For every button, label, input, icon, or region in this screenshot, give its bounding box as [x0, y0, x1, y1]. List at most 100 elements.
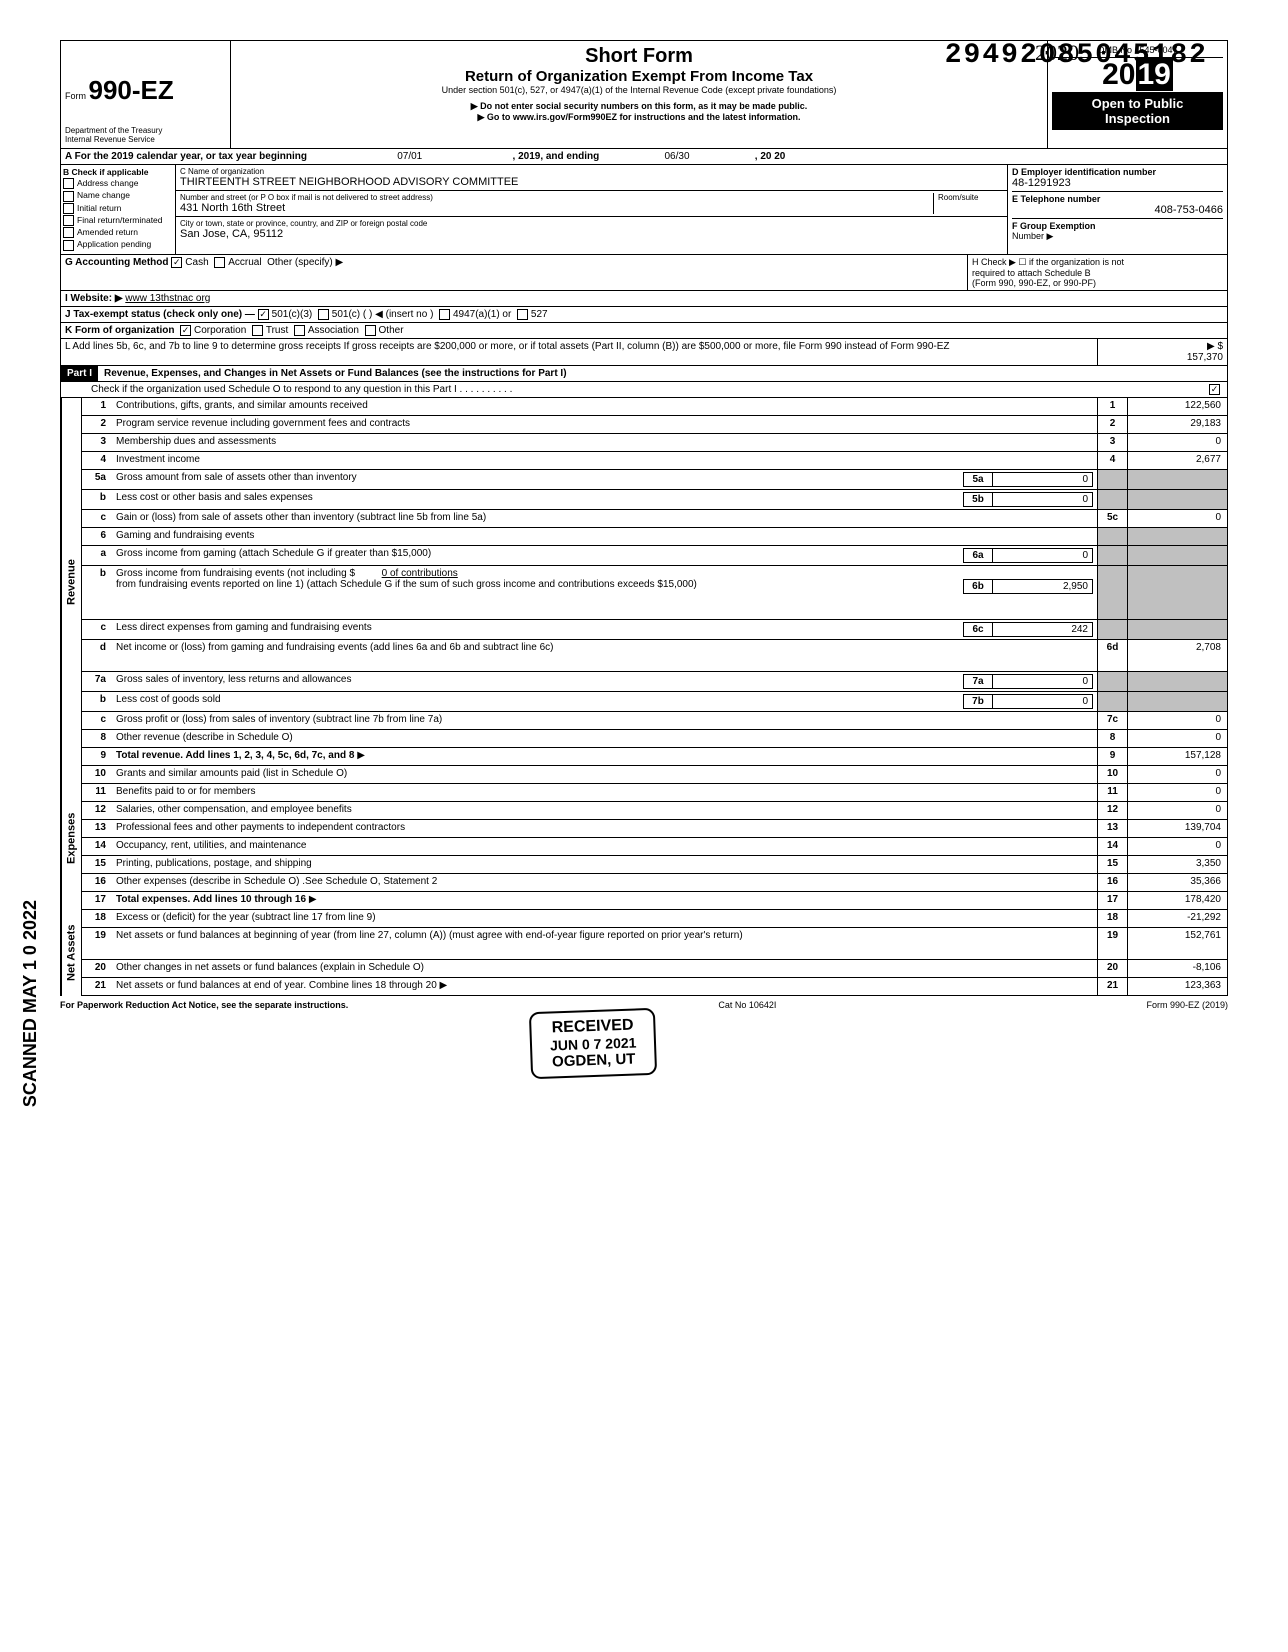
- line7c-desc: Gross profit or (loss) from sales of inv…: [116, 714, 442, 725]
- c-addr-label: Number and street (or P O box if mail is…: [180, 193, 933, 202]
- line5b-desc: Less cost or other basis and sales expen…: [116, 492, 963, 507]
- chk-schedule-o[interactable]: ✓: [1209, 384, 1220, 395]
- line8-desc: Other revenue (describe in Schedule O): [116, 732, 293, 743]
- lbl-other-org: Other: [379, 325, 404, 336]
- form-prefix: Form: [65, 91, 86, 101]
- line4-desc: Investment income: [116, 454, 200, 465]
- open-public-2: Inspection: [1056, 111, 1219, 126]
- line4-val: 2,677: [1127, 452, 1227, 469]
- chk-pending[interactable]: [63, 240, 74, 251]
- chk-trust[interactable]: [252, 325, 263, 336]
- chk-501c3[interactable]: ✓: [258, 309, 269, 320]
- line12-desc: Salaries, other compensation, and employ…: [116, 804, 352, 815]
- chk-4947[interactable]: [439, 309, 450, 320]
- chk-501c[interactable]: [318, 309, 329, 320]
- chk-amended[interactable]: [63, 227, 74, 238]
- line5a-desc: Gross amount from sale of assets other t…: [116, 472, 963, 487]
- line21-desc: Net assets or fund balances at end of ye…: [116, 980, 437, 991]
- note-url: ▶ Go to www.irs.gov/Form990EZ for instru…: [239, 112, 1039, 123]
- line9-val: 157,128: [1127, 748, 1227, 765]
- h-line2: required to attach Schedule B: [972, 268, 1223, 278]
- line9-desc: Total revenue. Add lines 1, 2, 3, 4, 5c,…: [116, 750, 354, 761]
- line17-val: 178,420: [1127, 892, 1227, 909]
- lbl-corp: Corporation: [194, 325, 246, 336]
- footer-right: Form 990-EZ (2019): [1146, 1000, 1228, 1010]
- section-b-header: B Check if applicable: [63, 167, 149, 177]
- form-number: 990-EZ: [89, 75, 174, 105]
- lbl-cash: Cash: [185, 257, 208, 268]
- f-label2: Number ▶: [1012, 231, 1053, 241]
- line6b-post: from fundraising events reported on line…: [116, 579, 963, 594]
- line19-desc: Net assets or fund balances at beginning…: [116, 930, 743, 941]
- period-label: A For the 2019 calendar year, or tax yea…: [65, 151, 307, 162]
- line15-desc: Printing, publications, postage, and shi…: [116, 858, 312, 869]
- lbl-other-method: Other (specify) ▶: [267, 257, 343, 268]
- l-text: L Add lines 5b, 6c, and 7b to line 9 to …: [65, 341, 950, 352]
- chk-address[interactable]: [63, 178, 74, 189]
- line6-desc: Gaming and fundraising events: [116, 530, 254, 541]
- lbl-4947: 4947(a)(1) or: [453, 309, 511, 320]
- chk-final[interactable]: [63, 215, 74, 226]
- line6a-sub: 0: [993, 548, 1093, 563]
- line7c-val: 0: [1127, 712, 1227, 729]
- line7b-desc: Less cost of goods sold: [116, 694, 963, 709]
- line14-desc: Occupancy, rent, utilities, and maintena…: [116, 840, 306, 851]
- e-label: E Telephone number: [1012, 194, 1100, 204]
- k-label: K Form of organization: [65, 325, 174, 336]
- section-b: B Check if applicable Address change Nam…: [61, 165, 176, 254]
- line8-val: 0: [1127, 730, 1227, 747]
- chk-corp[interactable]: ✓: [180, 325, 191, 336]
- line18-val: -21,292: [1127, 910, 1227, 927]
- line14-val: 0: [1127, 838, 1227, 855]
- chk-527[interactable]: [517, 309, 528, 320]
- footer-mid: Cat No 10642I: [718, 1000, 776, 1010]
- org-street: 431 North 16th Street: [180, 202, 933, 214]
- lbl-amended: Amended return: [77, 227, 138, 237]
- line10-desc: Grants and similar amounts paid (list in…: [116, 768, 347, 779]
- line16-desc: Other expenses (describe in Schedule O) …: [116, 876, 437, 887]
- phone-value: 408-753-0466: [1012, 204, 1223, 216]
- org-city: San Jose, CA, 95112: [180, 228, 1003, 240]
- line1-val: 122,560: [1127, 398, 1227, 415]
- line11-desc: Benefits paid to or for members: [116, 786, 256, 797]
- line10-val: 0: [1127, 766, 1227, 783]
- line19-val: 152,761: [1127, 928, 1227, 959]
- lbl-trust: Trust: [266, 325, 288, 336]
- chk-assoc[interactable]: [294, 325, 305, 336]
- h-line3: (Form 990, 990-EZ, or 990-PF): [972, 278, 1223, 288]
- period-end-year: , 20 20: [755, 151, 786, 162]
- line20-val: -8,106: [1127, 960, 1227, 977]
- chk-other-org[interactable]: [365, 325, 376, 336]
- j-label: J Tax-exempt status (check only one) —: [65, 309, 255, 320]
- line13-val: 139,704: [1127, 820, 1227, 837]
- line17-desc: Total expenses. Add lines 10 through 16: [116, 894, 306, 905]
- ein-value: 48-1291923: [1012, 177, 1071, 189]
- chk-accrual[interactable]: [214, 257, 225, 268]
- line13-desc: Professional fees and other payments to …: [116, 822, 405, 833]
- line5b-sub: 0: [993, 492, 1093, 507]
- lbl-assoc: Association: [308, 325, 359, 336]
- line21-val: 123,363: [1127, 978, 1227, 995]
- part1-check-line: Check if the organization used Schedule …: [91, 384, 512, 395]
- chk-cash[interactable]: ✓: [171, 257, 182, 268]
- lbl-address: Address change: [77, 178, 138, 188]
- handwritten-year: 2020: [1035, 40, 1079, 66]
- expenses-vert-label: Expenses: [61, 766, 81, 910]
- title-section: Under section 501(c), 527, or 4947(a)(1)…: [239, 85, 1039, 95]
- c-name-label: C Name of organization: [180, 167, 1003, 176]
- title-short: Short Form: [239, 45, 1039, 68]
- line2-val: 29,183: [1127, 416, 1227, 433]
- line5a-sub: 0: [993, 472, 1093, 487]
- revenue-vert-label: Revenue: [61, 398, 81, 766]
- period-begin: 07/01: [310, 151, 510, 162]
- line15-val: 3,350: [1127, 856, 1227, 873]
- chk-initial[interactable]: [63, 203, 74, 214]
- line6b-sub: 2,950: [993, 579, 1093, 594]
- received-line3: OGDEN, UT: [550, 1050, 637, 1070]
- line5c-val: 0: [1127, 510, 1227, 527]
- chk-name[interactable]: [63, 191, 74, 202]
- open-public-1: Open to Public: [1056, 96, 1219, 111]
- form-header: Form 990-EZ Department of the Treasury I…: [60, 40, 1228, 149]
- line11-val: 0: [1127, 784, 1227, 801]
- org-name: THIRTEENTH STREET NEIGHBORHOOD ADVISORY …: [180, 176, 1003, 188]
